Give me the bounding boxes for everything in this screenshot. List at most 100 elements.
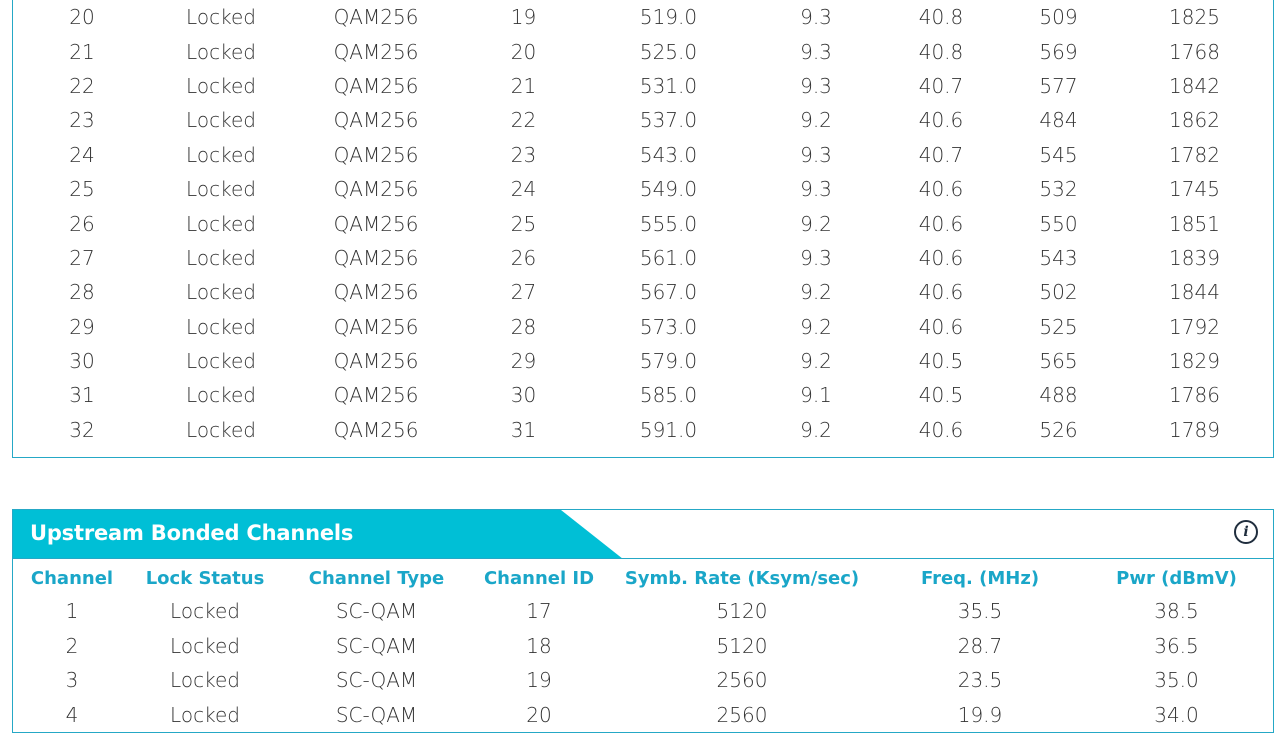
- table-cell: 40.5: [918, 383, 964, 408]
- table-cell: 526: [1039, 417, 1078, 442]
- table-cell: 9.3: [800, 5, 832, 30]
- table-cell: 9.3: [800, 177, 832, 202]
- table-cell: 20: [510, 39, 537, 64]
- table-cell: SC-QAM: [335, 702, 418, 727]
- table-cell: 2: [65, 633, 79, 658]
- table-cell: 40.8: [918, 5, 964, 30]
- table-row: 4 Locked SC-QAM 20 2560 19.9 34.0: [13, 698, 1273, 733]
- table-cell: 1789: [1169, 417, 1220, 442]
- table-cell: 40.8: [918, 39, 964, 64]
- table-cell: 29: [510, 349, 537, 374]
- table-cell: 40.6: [918, 245, 964, 270]
- table-cell: 36.5: [1154, 633, 1199, 658]
- table-cell: 543: [1039, 245, 1078, 270]
- table-cell: 1745: [1169, 177, 1220, 202]
- table-cell: SC-QAM: [335, 633, 418, 658]
- table-cell: 24: [510, 177, 537, 202]
- table-cell: Locked: [170, 599, 240, 624]
- table-row: 27 Locked QAM256 26 561.0 9.3 40.6 543 1839: [13, 241, 1273, 275]
- table-cell: 549.0: [639, 177, 698, 202]
- table-cell: Locked: [170, 668, 240, 693]
- table-cell: 525.0: [639, 39, 698, 64]
- table-cell: 32: [69, 417, 95, 442]
- table-cell: QAM256: [333, 280, 419, 305]
- table-cell: 17: [526, 599, 552, 624]
- table-cell: 22: [69, 73, 95, 98]
- table-row: 28 Locked QAM256 27 567.0 9.2 40.6 502 1844: [13, 275, 1273, 309]
- table-cell: 9.3: [800, 142, 832, 167]
- column-header: Channel Type: [308, 567, 445, 589]
- table-cell: 30: [510, 383, 537, 408]
- column-header: Pwr (dBmV): [1116, 567, 1237, 589]
- table-cell: 31: [510, 417, 537, 442]
- table-cell: 21: [510, 73, 537, 98]
- table-cell: 5120: [716, 599, 768, 624]
- table-cell: 579.0: [639, 349, 698, 374]
- table-cell: 18: [526, 633, 552, 658]
- table-cell: Locked: [186, 108, 256, 133]
- table-row: 22 Locked QAM256 21 531.0 9.3 40.7 577 1842: [13, 69, 1273, 103]
- downstream-channels-panel: 20 Locked QAM256 19 519.0 9.3 40.8 509 1825 21 Loc…: [12, 0, 1274, 458]
- column-header: Freq. (MHz): [920, 567, 1040, 589]
- table-row: 32 Locked QAM256 31 591.0 9.2 40.6 526 1789: [13, 413, 1273, 447]
- table-cell: 31: [69, 383, 95, 408]
- table-cell: 19: [526, 668, 552, 693]
- table-cell: 561.0: [639, 245, 698, 270]
- table-cell: 1829: [1169, 349, 1220, 374]
- table-cell: 1839: [1169, 245, 1220, 270]
- table-cell: 3: [65, 668, 79, 693]
- table-row: 29 Locked QAM256 28 573.0 9.2 40.6 525 1792: [13, 310, 1273, 344]
- table-row: 23 Locked QAM256 22 537.0 9.2 40.6 484 1862: [13, 103, 1273, 137]
- table-cell: QAM256: [333, 39, 419, 64]
- table-cell: 20: [69, 5, 95, 30]
- table-cell: 26: [510, 245, 537, 270]
- table-cell: 29: [69, 314, 95, 339]
- table-cell: 1825: [1169, 5, 1220, 30]
- table-cell: 28.7: [957, 633, 1003, 658]
- downstream-channels-table: 20 Locked QAM256 19 519.0 9.3 40.8 509 1825 21 Loc…: [13, 0, 1273, 447]
- table-cell: 40.6: [918, 108, 964, 133]
- table-row: 20 Locked QAM256 19 519.0 9.3 40.8 509 1825: [13, 0, 1273, 34]
- table-cell: 550: [1039, 211, 1078, 236]
- table-cell: 38.5: [1154, 599, 1199, 624]
- table-cell: 545: [1039, 142, 1078, 167]
- table-row: 30 Locked QAM256 29 579.0 9.2 40.5 565 1829: [13, 344, 1273, 378]
- table-cell: 9.1: [800, 383, 832, 408]
- upstream-channels-panel: Upstream Bonded Channels i Channel Lock S…: [12, 509, 1274, 733]
- table-cell: 9.2: [800, 349, 832, 374]
- table-cell: 40.7: [918, 73, 964, 98]
- table-cell: 9.2: [800, 314, 832, 339]
- table-cell: Locked: [186, 177, 256, 202]
- tab-divider: [13, 558, 1273, 559]
- table-cell: 40.5: [918, 349, 964, 374]
- table-cell: 1851: [1169, 211, 1220, 236]
- table-cell: 9.2: [800, 417, 832, 442]
- table-row: 21 Locked QAM256 20 525.0 9.3 40.8 569 1768: [13, 34, 1273, 68]
- table-cell: 569: [1039, 39, 1078, 64]
- table-cell: Locked: [186, 417, 256, 442]
- info-icon[interactable]: i: [1234, 520, 1258, 544]
- table-cell: 25: [69, 177, 95, 202]
- table-cell: 565: [1039, 349, 1078, 374]
- table-cell: 9.2: [800, 280, 832, 305]
- table-cell: 23.5: [957, 668, 1003, 693]
- table-row: 31 Locked QAM256 30 585.0 9.1 40.5 488 1786: [13, 378, 1273, 412]
- table-cell: 28: [69, 280, 95, 305]
- table-cell: 28: [510, 314, 537, 339]
- table-cell: 532: [1039, 177, 1078, 202]
- table-cell: Locked: [186, 5, 256, 30]
- table-cell: Locked: [186, 383, 256, 408]
- table-cell: QAM256: [333, 73, 419, 98]
- table-cell: Locked: [186, 245, 256, 270]
- table-cell: 555.0: [639, 211, 698, 236]
- table-cell: SC-QAM: [335, 599, 418, 624]
- table-cell: Locked: [186, 349, 256, 374]
- table-cell: QAM256: [333, 108, 419, 133]
- upstream-channels-table: Channel Lock Status Channel Type Channel ID…: [13, 562, 1273, 732]
- table-cell: 525: [1039, 314, 1078, 339]
- column-header: Lock Status: [145, 567, 265, 589]
- table-cell: 1844: [1169, 280, 1220, 305]
- table-cell: 519.0: [639, 5, 698, 30]
- table-cell: 537.0: [639, 108, 698, 133]
- table-row: 26 Locked QAM256 25 555.0 9.2 40.6 550 1851: [13, 206, 1273, 240]
